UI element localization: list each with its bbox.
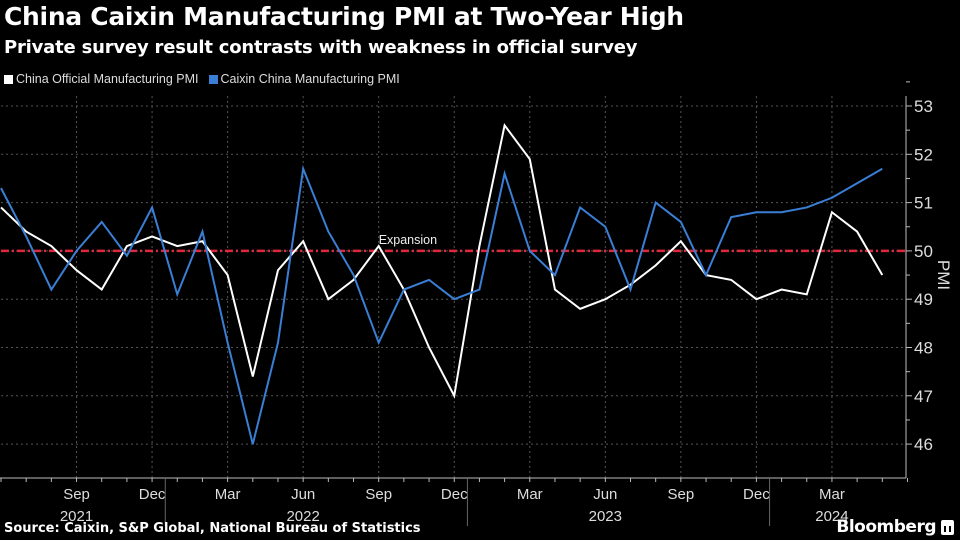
y-tick-label: 52 <box>914 145 933 164</box>
x-tick-label: Mar <box>819 486 845 503</box>
legend-label-caixin: Caixin China Manufacturing PMI <box>220 72 400 86</box>
reference-line-label: Expansion <box>379 233 437 247</box>
series-lines <box>0 122 884 445</box>
x-tick-label: Dec <box>139 486 166 503</box>
legend-swatch-caixin <box>208 74 218 84</box>
legend: China Official Manufacturing PMI Caixin … <box>4 72 400 86</box>
x-tick-label: Sep <box>63 486 90 503</box>
y-tick-label: 53 <box>914 97 933 116</box>
series-line-official <box>0 122 884 399</box>
y-tick-label: 51 <box>914 194 933 213</box>
reference-line-group: Expansion <box>1 233 906 253</box>
grid <box>1 96 906 478</box>
y-tick-label: 47 <box>914 387 933 406</box>
x-tick-label: Mar <box>517 486 543 503</box>
x-year-label: 2021 <box>60 508 93 525</box>
x-tick-label: Jun <box>593 486 617 503</box>
x-year-label: 2023 <box>589 508 622 525</box>
legend-label-official: China Official Manufacturing PMI <box>16 72 199 86</box>
y-axis-label: PMI <box>934 260 953 290</box>
y-tick-label: 49 <box>914 290 933 309</box>
x-year-label: 2022 <box>286 508 319 525</box>
x-year-label: 2024 <box>815 508 848 525</box>
chart-subtitle: Private survey result contrasts with wea… <box>4 37 638 58</box>
y-tick-label: 48 <box>914 339 933 358</box>
brand: Bloomberg <box>836 517 954 537</box>
x-tick-label: Mar <box>215 486 241 503</box>
legend-swatch-official <box>4 74 13 84</box>
x-tick-label: Dec <box>743 486 770 503</box>
y-tick-label: 50 <box>914 242 933 261</box>
x-axis: Sep 2021 Dec Mar Jun 2022 Sep Dec Mar Jun 2023 Sep D… <box>0 477 908 526</box>
brand-name: Bloomberg <box>836 517 936 537</box>
chart-title: China Caixin Manufacturing PMI at Two-Ye… <box>4 2 684 31</box>
x-tick-label: Sep <box>365 486 392 503</box>
source-note: Source: Caixin, S&P Global, National Bur… <box>4 521 421 536</box>
x-tick-label: Dec <box>441 486 468 503</box>
y-tick-label: 46 <box>914 435 933 454</box>
x-tick-label: Sep <box>668 486 695 503</box>
legend-item-official: China Official Manufacturing PMI <box>4 72 199 86</box>
y-axis: 46 47 48 49 50 51 52 53 PMI <box>905 81 953 478</box>
legend-item-caixin: Caixin China Manufacturing PMI <box>208 72 400 86</box>
x-tick-label: Jun <box>291 486 315 503</box>
bloomberg-logo-icon <box>941 519 954 535</box>
series-line-caixin <box>0 164 883 445</box>
